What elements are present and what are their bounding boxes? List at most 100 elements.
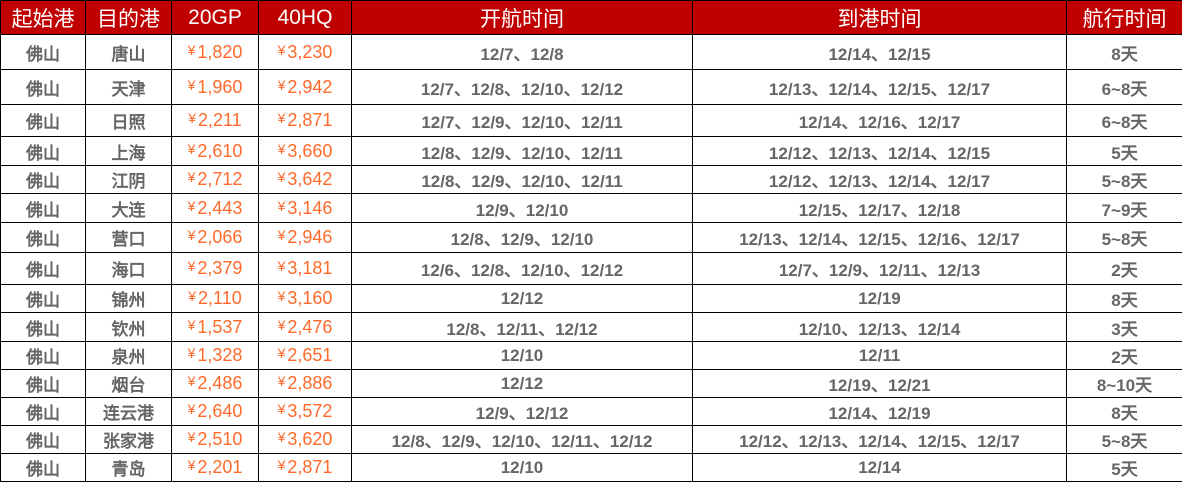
cell-40hq-price: ¥3,160 bbox=[259, 285, 352, 313]
price-value: 2,476 bbox=[287, 317, 332, 337]
cell-20gp-price: ¥2,610 bbox=[172, 137, 259, 166]
header-departure-dates: 开航时间 bbox=[352, 1, 693, 35]
currency-symbol: ¥ bbox=[188, 345, 196, 361]
cell-destination-port: 上海 bbox=[86, 137, 172, 166]
cell-destination-port: 泉州 bbox=[86, 342, 172, 370]
cell-arrival-dates: 12/14、12/15 bbox=[693, 35, 1067, 70]
header-transit-time: 航行时间 bbox=[1067, 1, 1182, 35]
price-value: 1,328 bbox=[197, 345, 242, 365]
cell-departure-dates: 12/7、12/9、12/10、12/11 bbox=[352, 105, 693, 137]
currency-symbol: ¥ bbox=[188, 258, 196, 274]
cell-arrival-dates: 12/12、12/13、12/14、12/15 bbox=[693, 137, 1067, 166]
cell-20gp-price: ¥1,960 bbox=[172, 70, 259, 105]
header-40hq-price: 40HQ bbox=[259, 1, 352, 35]
price-value: 2,443 bbox=[197, 198, 242, 218]
cell-40hq-price: ¥3,230 bbox=[259, 35, 352, 70]
cell-arrival-dates: 12/13、12/14、12/15、12/17 bbox=[693, 70, 1067, 105]
cell-departure-dates: 12/7、12/8、12/10、12/12 bbox=[352, 70, 693, 105]
price-value: 2,201 bbox=[197, 457, 242, 477]
currency-symbol: ¥ bbox=[278, 227, 286, 243]
cell-departure-dates: 12/10 bbox=[352, 454, 693, 482]
cell-40hq-price: ¥3,642 bbox=[259, 166, 352, 194]
cell-40hq-price: ¥2,946 bbox=[259, 223, 352, 253]
currency-symbol: ¥ bbox=[188, 317, 196, 333]
cell-arrival-dates: 12/12、12/13、12/14、12/15、12/17 bbox=[693, 426, 1067, 454]
cell-destination-port: 天津 bbox=[86, 70, 172, 105]
currency-symbol: ¥ bbox=[188, 169, 196, 185]
price-value: 2,486 bbox=[197, 373, 242, 393]
price-value: 2,066 bbox=[197, 227, 242, 247]
cell-transit-time: 7~9天 bbox=[1067, 194, 1182, 223]
cell-transit-time: 5天 bbox=[1067, 137, 1182, 166]
cell-transit-time: 8天 bbox=[1067, 285, 1182, 313]
currency-symbol: ¥ bbox=[278, 42, 286, 58]
price-value: 3,181 bbox=[287, 258, 332, 278]
cell-origin-port: 佛山 bbox=[1, 454, 86, 482]
cell-origin-port: 佛山 bbox=[1, 370, 86, 398]
price-value: 2,886 bbox=[287, 373, 332, 393]
cell-destination-port: 日照 bbox=[86, 105, 172, 137]
cell-40hq-price: ¥3,620 bbox=[259, 426, 352, 454]
header-origin-port: 起始港 bbox=[1, 1, 86, 35]
price-value: 2,110 bbox=[198, 288, 242, 308]
currency-symbol: ¥ bbox=[278, 198, 286, 214]
cell-destination-port: 连云港 bbox=[86, 398, 172, 426]
cell-departure-dates: 12/6、12/8、12/10、12/12 bbox=[352, 253, 693, 285]
currency-symbol: ¥ bbox=[278, 401, 286, 417]
cell-20gp-price: ¥2,486 bbox=[172, 370, 259, 398]
cell-transit-time: 5~8天 bbox=[1067, 223, 1182, 253]
currency-symbol: ¥ bbox=[278, 457, 286, 473]
cell-40hq-price: ¥3,660 bbox=[259, 137, 352, 166]
price-value: 2,610 bbox=[197, 141, 242, 161]
currency-symbol: ¥ bbox=[278, 258, 286, 274]
currency-symbol: ¥ bbox=[188, 42, 196, 58]
currency-symbol: ¥ bbox=[188, 373, 196, 389]
cell-transit-time: 5~8天 bbox=[1067, 426, 1182, 454]
cell-destination-port: 唐山 bbox=[86, 35, 172, 70]
price-value: 2,712 bbox=[197, 169, 242, 189]
cell-20gp-price: ¥2,510 bbox=[172, 426, 259, 454]
cell-destination-port: 海口 bbox=[86, 253, 172, 285]
currency-symbol: ¥ bbox=[188, 110, 196, 126]
price-value: 2,211 bbox=[198, 110, 242, 130]
currency-symbol: ¥ bbox=[188, 288, 196, 304]
price-value: 1,820 bbox=[197, 42, 242, 62]
cell-departure-dates: 12/12 bbox=[352, 370, 693, 398]
cell-40hq-price: ¥3,572 bbox=[259, 398, 352, 426]
cell-transit-time: 5~8天 bbox=[1067, 166, 1182, 194]
cell-arrival-dates: 12/7、12/9、12/11、12/13 bbox=[693, 253, 1067, 285]
cell-destination-port: 大连 bbox=[86, 194, 172, 223]
currency-symbol: ¥ bbox=[278, 373, 286, 389]
price-value: 1,537 bbox=[197, 317, 242, 337]
cell-departure-dates: 12/8、12/9、12/10、12/11 bbox=[352, 137, 693, 166]
cell-arrival-dates: 12/10、12/13、12/14 bbox=[693, 313, 1067, 342]
cell-departure-dates: 12/12 bbox=[352, 285, 693, 313]
cell-20gp-price: ¥1,328 bbox=[172, 342, 259, 370]
cell-20gp-price: ¥1,537 bbox=[172, 313, 259, 342]
cell-arrival-dates: 12/14 bbox=[693, 454, 1067, 482]
cell-departure-dates: 12/8、12/9、12/10、12/11 bbox=[352, 166, 693, 194]
cell-destination-port: 江阴 bbox=[86, 166, 172, 194]
cell-departure-dates: 12/9、12/12 bbox=[352, 398, 693, 426]
cell-origin-port: 佛山 bbox=[1, 426, 86, 454]
cell-destination-port: 烟台 bbox=[86, 370, 172, 398]
cell-20gp-price: ¥2,443 bbox=[172, 194, 259, 223]
price-value: 3,620 bbox=[287, 429, 332, 449]
cell-transit-time: 8天 bbox=[1067, 398, 1182, 426]
cell-origin-port: 佛山 bbox=[1, 313, 86, 342]
currency-symbol: ¥ bbox=[188, 141, 196, 157]
currency-symbol: ¥ bbox=[278, 317, 286, 333]
cell-transit-time: 6~8天 bbox=[1067, 70, 1182, 105]
cell-40hq-price: ¥2,871 bbox=[259, 454, 352, 482]
header-20gp-price: 20GP bbox=[172, 1, 259, 35]
cell-departure-dates: 12/8、12/11、12/12 bbox=[352, 313, 693, 342]
cell-destination-port: 钦州 bbox=[86, 313, 172, 342]
cell-arrival-dates: 12/14、12/16、12/17 bbox=[693, 105, 1067, 137]
price-value: 2,510 bbox=[197, 429, 242, 449]
currency-symbol: ¥ bbox=[188, 457, 196, 473]
